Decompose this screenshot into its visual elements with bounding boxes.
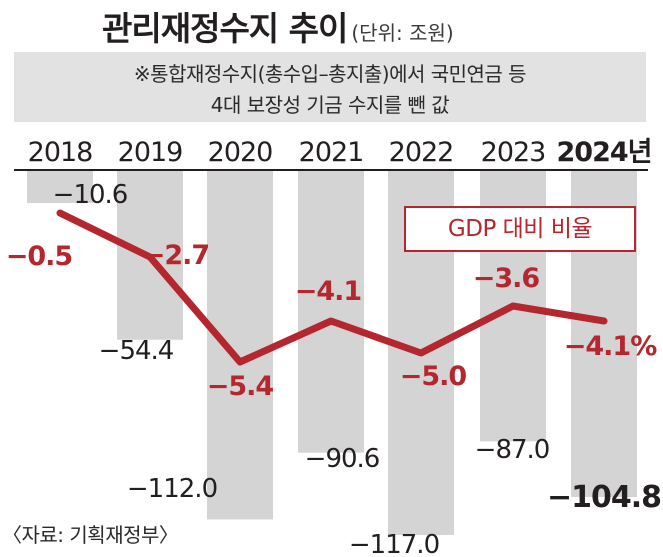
chart-title-row: 관리재정수지 추이 (단위: 조원): [102, 2, 454, 50]
bar-value-label-4: −117.0: [349, 530, 439, 557]
ratio-value-label-4: −5.0: [400, 361, 467, 392]
bar-2018: [27, 170, 93, 204]
x-tick-label-1: 2019: [118, 137, 183, 168]
bar-value-label-0: −10.6: [53, 180, 128, 210]
legend-gdp-ratio: GDP 대비 비율: [404, 206, 636, 252]
ratio-value-label-0: −0.5: [6, 241, 72, 272]
bar-value-label-2: −112.0: [127, 474, 217, 504]
bar-value-label-3: −90.6: [305, 444, 380, 474]
ratio-value-label-3: −4.1: [295, 276, 361, 307]
unit-label: (단위: 조원): [351, 21, 454, 45]
ratio-value-label-6: −4.1%: [564, 331, 657, 362]
x-tick-label-4: 2022: [389, 137, 454, 168]
note-line-1: ※통합재정수지(총수입–총지출)에서 국민연금 등: [133, 62, 527, 86]
x-tick-label-0: 2018: [28, 137, 93, 168]
source-label: 〈자료: 기획재정부〉: [2, 523, 179, 547]
bar-value-label-6: −104.8: [547, 480, 661, 515]
note-box: ※통합재정수지(총수입–총지출)에서 국민연금 등 4대 보장성 기금 수지를 …: [14, 52, 646, 122]
x-tick-label-3: 2021: [299, 137, 364, 168]
x-tick-label-5: 2023: [481, 137, 546, 168]
ratio-value-label-2: −5.4: [207, 371, 274, 402]
gdp-ratio-line: [56, 209, 608, 366]
bar-2021: [298, 170, 364, 453]
x-tick-label-2: 2020: [208, 137, 273, 168]
ratio-value-label-5: −3.6: [473, 263, 540, 294]
bar-value-label-1: −54.4: [99, 336, 174, 366]
chart-title: 관리재정수지 추이: [102, 9, 348, 48]
bar-value-label-5: −87.0: [475, 435, 550, 465]
x-tick-label-6: 2024년: [557, 137, 652, 168]
ratio-value-label-1: −2.7: [143, 240, 209, 271]
note-line-2: 4대 보장성 기금 수지를 뺀 값: [210, 93, 450, 117]
bar-2020: [207, 170, 273, 520]
